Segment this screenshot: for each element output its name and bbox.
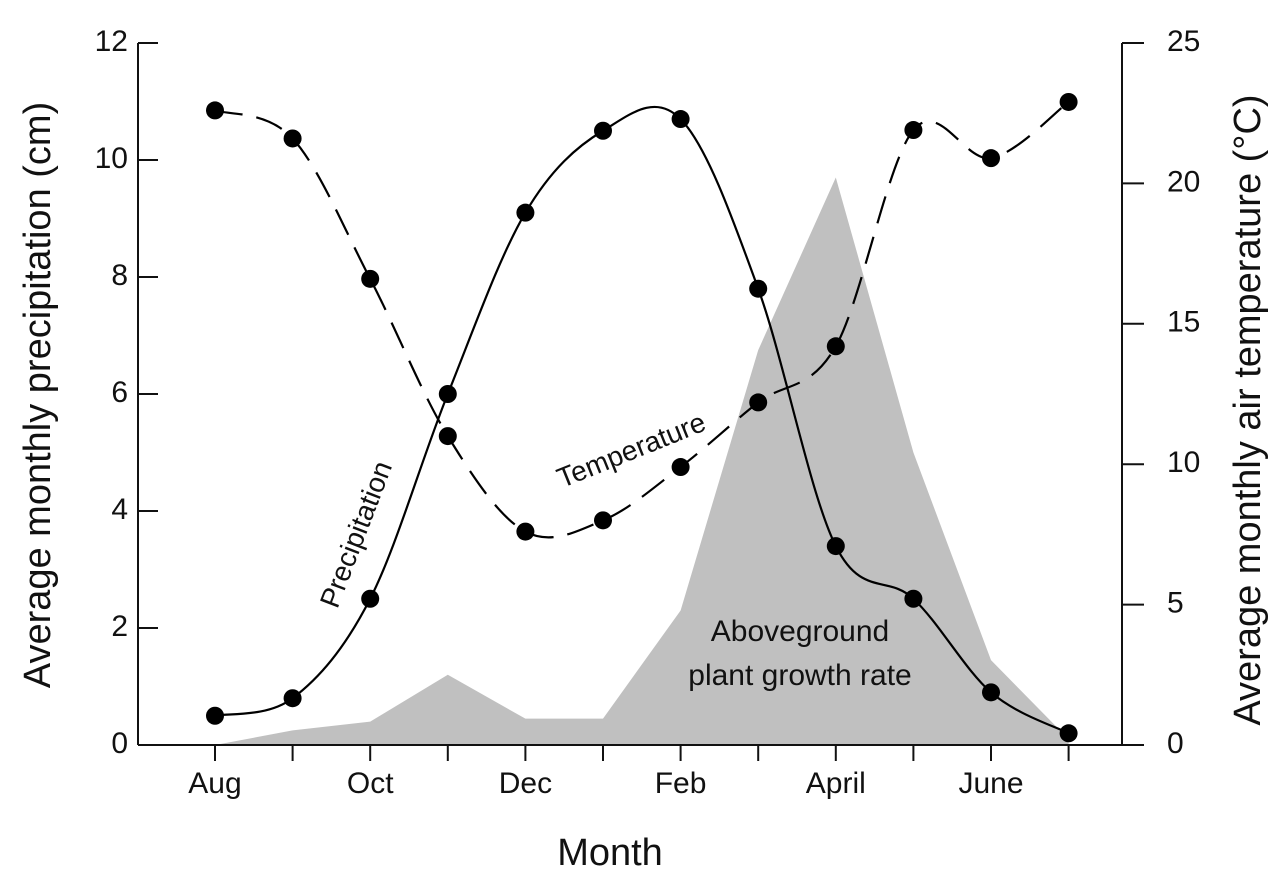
y-tick-label: 0 [111,727,128,760]
y2-axis-title: Average monthly air temperature (°C) [1227,94,1269,725]
data-point [594,121,612,140]
y-tick-label: 6 [111,376,128,409]
growth-area [215,177,1069,746]
y2-tick-label: 20 [1167,165,1200,198]
area-annotation: Aboveground plant growth rate [688,615,912,692]
y-tick-label: 10 [95,142,128,175]
line-annotation: Precipitation [314,457,398,612]
data-point [671,110,690,129]
data-point [594,511,612,530]
y2-tick-label: 5 [1167,587,1184,620]
data-point [671,458,690,477]
data-point [904,589,923,608]
y2-tick-label: 15 [1167,306,1200,339]
data-point [982,683,1000,702]
x-tick-label: Feb [655,767,707,800]
data-point [361,589,380,608]
y2-tick-label: 0 [1167,727,1184,760]
area-layer [215,177,1069,746]
data-point [283,689,302,708]
data-point [904,121,923,140]
y-axis-title: Average monthly precipitation (cm) [17,102,59,688]
data-point [749,393,768,412]
x-tick-label: April [806,767,866,800]
data-point [438,385,457,403]
series-line [214,101,1070,539]
y2-tick-label: 25 [1167,25,1200,58]
data-point [516,522,535,541]
data-point [1059,724,1078,743]
data-point [283,129,302,148]
data-point [1059,92,1078,111]
data-point [438,427,457,446]
x-tick-label: Aug [188,767,241,800]
data-point [206,101,224,120]
y2-tick-label: 10 [1167,446,1200,479]
data-point [826,537,845,556]
data-point [361,269,380,288]
data-point [516,203,535,222]
line-annotation: Temperature [553,406,710,494]
data-point [826,337,845,356]
x-axis-title: Month [557,832,663,873]
x-tick-label: June [958,767,1023,800]
y-tick-label: 12 [95,25,128,58]
data-point [206,706,224,725]
x-tick-label: Dec [499,767,552,800]
y-tick-label: 4 [111,493,128,526]
y-tick-label: 8 [111,259,128,292]
data-point [982,149,1000,168]
x-tick-label: Oct [347,767,394,800]
data-point [749,279,768,298]
y-tick-label: 2 [111,610,128,643]
